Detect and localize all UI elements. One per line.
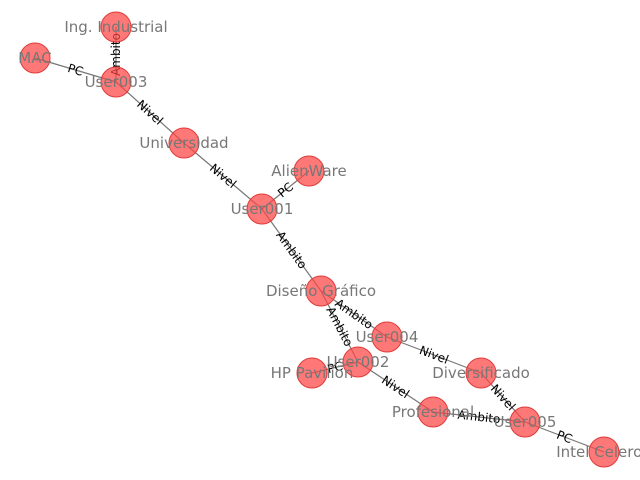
node-label-user002: User002 [327,353,390,371]
node-label-profesional: Profesional [392,403,474,421]
nodes-layer [19,11,620,468]
edge-user004-diversificado [386,336,482,374]
node-label-diseno: Diseño Gráfico [266,282,376,300]
node-profesional[interactable] [417,396,449,428]
node-alienware[interactable] [293,155,325,187]
node-label-user004: User004 [356,328,419,346]
node-intel[interactable] [588,436,620,468]
node-labels-layer: Ing. Industrial MAC User003 Universidad Alie… [18,18,640,461]
node-user003[interactable] [100,66,132,98]
node-label-universidad: Universidad [139,134,228,152]
node-user002[interactable] [342,346,374,378]
node-diseno[interactable] [305,275,337,307]
node-user001[interactable] [246,193,278,225]
node-label-mac: MAC [18,49,51,67]
node-user005[interactable] [509,406,541,438]
node-user004[interactable] [371,321,403,353]
edge-label: PC [66,61,85,79]
edge-label: PC [275,180,296,201]
node-diversificado[interactable] [465,357,497,389]
node-hp[interactable] [296,357,328,389]
edge-label: PC [326,359,344,376]
edge-label: Ambito [457,408,501,427]
node-universidad[interactable] [168,127,200,159]
node-label-user005: User005 [494,413,557,431]
node-label-user003: User003 [85,73,148,91]
edge-user001-universidad [183,142,263,210]
node-label-alienware: AlienWare [271,162,346,180]
edge-label: Nivel [379,373,412,401]
node-mac[interactable] [19,42,51,74]
node-label-hp: HP Pavilion [271,364,354,382]
node-label-user001: User001 [231,200,294,218]
edge-label: PC [555,428,575,447]
node-label-ing: Ing. Industrial [64,18,167,36]
edge-user001-diseno [261,208,322,292]
edge-label: Ambito [109,33,123,76]
edge-label: Ambito [273,228,309,271]
node-ing[interactable] [100,11,132,43]
node-label-intel: Intel Celeron [556,443,640,461]
edge-label: Nivel [207,161,239,191]
node-label-diversificado: Diversificado [432,364,530,382]
